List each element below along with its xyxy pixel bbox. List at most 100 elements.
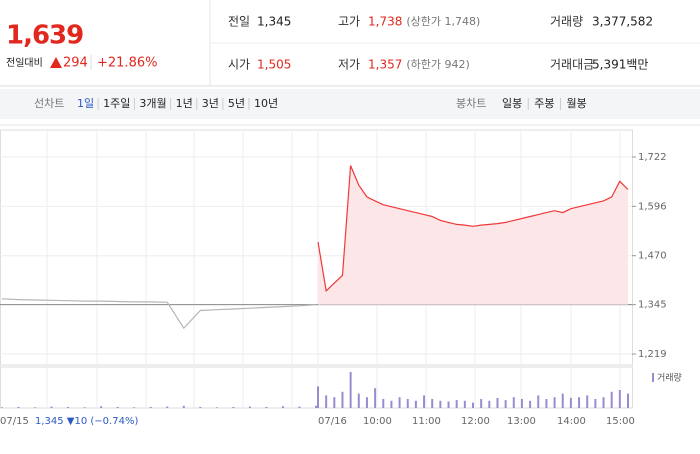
y-tick-label: 1,722 bbox=[638, 152, 667, 163]
y-tick-label: 1,596 bbox=[638, 201, 667, 212]
volume-bar bbox=[149, 406, 152, 408]
volume-bar bbox=[488, 400, 491, 408]
info-note: (하한가 942) bbox=[406, 57, 469, 71]
info-value: 5,391백만 bbox=[592, 58, 648, 72]
volume-bar bbox=[602, 397, 605, 408]
volume-bar bbox=[627, 393, 629, 408]
x-tick-label: 10:00 bbox=[363, 416, 392, 427]
tab[interactable]: 월봉 bbox=[567, 97, 587, 110]
volume-bar bbox=[100, 406, 103, 408]
volume-bar bbox=[215, 407, 218, 408]
info-value: 3,377,582 bbox=[592, 15, 653, 29]
x-tick-label: 15:00 bbox=[606, 416, 635, 427]
volume-bar bbox=[520, 399, 523, 408]
volume-bar bbox=[298, 406, 301, 408]
tab-label: 선차트 bbox=[34, 97, 64, 110]
volume-bar bbox=[281, 406, 284, 408]
volume-bar bbox=[414, 400, 417, 408]
tab[interactable]: 일봉 bbox=[502, 96, 522, 110]
prev-summary: 1,345 ▼10 (−0.74%) bbox=[35, 416, 138, 427]
tab[interactable]: 3년 bbox=[202, 97, 219, 110]
price-line bbox=[317, 165, 629, 293]
volume-bar bbox=[472, 402, 474, 408]
info-label: 시가 bbox=[228, 58, 250, 72]
volume-bar bbox=[406, 399, 409, 408]
info-label: 전일 bbox=[228, 15, 250, 29]
tab[interactable]: 1주일 bbox=[103, 96, 130, 110]
volume-bar bbox=[365, 397, 368, 408]
tab-bar bbox=[0, 89, 700, 119]
volume-bar bbox=[17, 406, 20, 408]
volume-bar bbox=[512, 397, 515, 408]
volume-bar bbox=[34, 407, 37, 408]
info-grid: 전일 1,345 고가 1,738 (상한가 1,748) 거래량 3,377,582 시가 1… bbox=[228, 15, 653, 72]
info-value: 1,738 bbox=[368, 15, 402, 29]
x-tick-label: 12:00 bbox=[461, 416, 490, 427]
area-fill bbox=[318, 165, 628, 305]
volume-bar bbox=[561, 393, 564, 408]
volume-bar bbox=[341, 391, 344, 408]
info-label: 거래대금 bbox=[550, 58, 594, 72]
volume-bar bbox=[357, 393, 360, 408]
tab[interactable]: 1년 bbox=[176, 97, 193, 110]
x-tick-label: 14:00 bbox=[557, 416, 586, 427]
info-label: 고가 bbox=[338, 15, 360, 29]
tab[interactable]: 주봉 bbox=[534, 97, 554, 110]
info-label: 거래량 bbox=[550, 15, 583, 29]
price: 1,639 bbox=[6, 21, 83, 51]
volume-bar bbox=[553, 397, 556, 408]
legend-swatch bbox=[652, 373, 654, 382]
volume-bar bbox=[83, 407, 86, 408]
volume-bar bbox=[578, 397, 581, 408]
info-value: 1,505 bbox=[257, 58, 291, 72]
volume-bar bbox=[50, 406, 53, 408]
up-arrow bbox=[50, 57, 62, 68]
change: 294 bbox=[63, 56, 88, 71]
volume-bar bbox=[439, 400, 442, 408]
volume-bar bbox=[349, 372, 352, 408]
price-line bbox=[1, 298, 317, 330]
chart: 1,219 1,345 1,470 1,596 1,722 거래량 07/15 07/16 10… bbox=[0, 129, 682, 427]
volume-bar bbox=[594, 399, 597, 408]
volume-bar bbox=[545, 399, 548, 408]
volume-bar bbox=[382, 399, 385, 408]
tab[interactable]: 10년 bbox=[254, 97, 278, 110]
volume-bar bbox=[116, 406, 119, 408]
info-value: 1,345 bbox=[257, 15, 291, 29]
volume-bar bbox=[618, 390, 621, 408]
volume-bar bbox=[496, 397, 499, 408]
tab[interactable]: 5년 bbox=[228, 97, 245, 110]
tab[interactable]: 3개월 bbox=[139, 97, 166, 110]
volume-bar bbox=[248, 406, 251, 408]
tab-label: 봉차트 bbox=[456, 97, 486, 110]
x-tick-label: 13:00 bbox=[507, 416, 536, 427]
tabs: 선차트 1일 1주일 3개월 1년 3년 5년 10년 봉차트 일봉 주봉 월봉 bbox=[34, 96, 587, 110]
volume-bar bbox=[480, 399, 483, 408]
volume-bar bbox=[232, 406, 235, 408]
y-tick-label: 1,470 bbox=[638, 251, 667, 262]
info-label: 저가 bbox=[338, 58, 360, 72]
volume-bar bbox=[537, 395, 540, 408]
info-note: (상한가 1,748) bbox=[406, 15, 480, 28]
volume-bar bbox=[504, 400, 507, 408]
volume-bar bbox=[390, 400, 393, 408]
volume-bar bbox=[317, 386, 319, 408]
volume-bar bbox=[265, 406, 268, 408]
volume-bar bbox=[325, 395, 328, 408]
volume-bar bbox=[374, 388, 377, 408]
volume-bar bbox=[586, 395, 589, 408]
x-tick-label: 07/15 bbox=[0, 416, 29, 427]
volume-bar bbox=[569, 397, 572, 408]
volume-bar bbox=[1, 407, 3, 408]
volume-bar bbox=[610, 391, 613, 408]
volume-bar bbox=[199, 406, 202, 408]
volume-bar bbox=[463, 400, 466, 408]
volume-bar bbox=[315, 405, 317, 408]
volume-bar bbox=[447, 401, 450, 408]
tab[interactable]: 1일 bbox=[77, 96, 94, 110]
plot-frame bbox=[0, 129, 633, 366]
x-tick-label: 11:00 bbox=[412, 416, 441, 427]
legend-label: 거래량 bbox=[657, 372, 682, 384]
